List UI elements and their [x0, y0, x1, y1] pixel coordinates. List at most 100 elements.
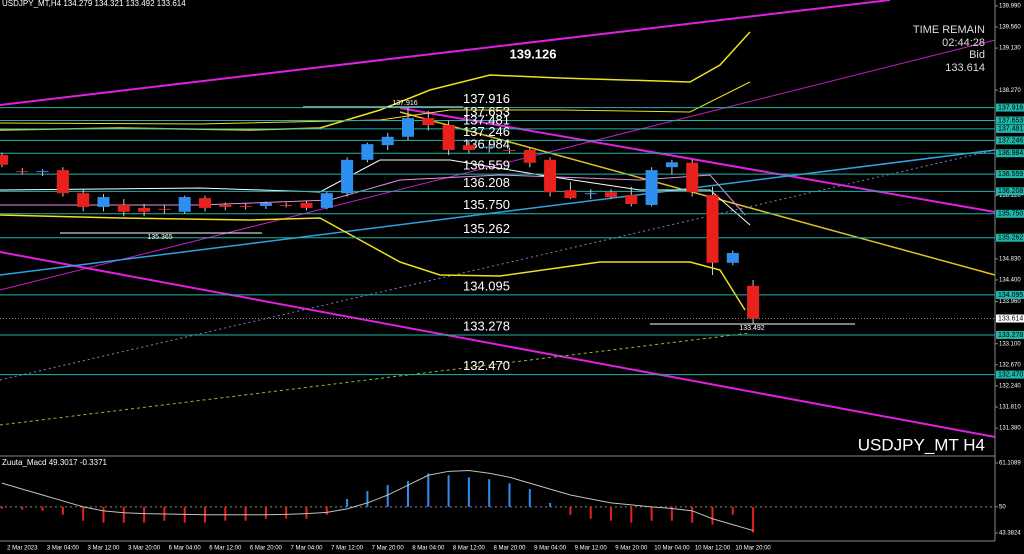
candle-body: [259, 202, 272, 206]
histogram-bar: [752, 506, 755, 533]
histogram-bar: [143, 506, 146, 523]
histogram-bar: [82, 506, 85, 521]
candle-body: [544, 159, 557, 193]
candle-body: [726, 252, 739, 263]
histogram-bar: [589, 506, 592, 519]
level-tag-label: 136.559: [998, 171, 1023, 178]
level-label: 134.095: [463, 278, 510, 293]
x-tick-label: 7 Mar 12:00: [331, 546, 364, 552]
y-tick-label: 132.670: [999, 362, 1021, 368]
level-tag: [996, 103, 1024, 112]
candle-body: [16, 171, 29, 173]
candle-body: [706, 195, 719, 263]
candle-body: [36, 171, 49, 173]
histogram-bar: [528, 489, 531, 507]
level-label: 136.208: [463, 175, 510, 190]
x-tick-label: 9 Mar 04:00: [534, 546, 567, 552]
level-tag: [996, 170, 1024, 179]
level-tag-label: 132.470: [998, 371, 1023, 378]
level-tag-label: 136.984: [998, 150, 1023, 157]
candle-body: [219, 204, 232, 207]
candle-body: [178, 197, 191, 212]
level-tag: [996, 290, 1024, 299]
x-tick-label: 8 Mar 20:00: [493, 546, 526, 552]
level-label: 137.481: [463, 112, 510, 127]
histogram-bar: [325, 506, 328, 515]
x-tick-label: 10 Mar 20:00: [735, 546, 771, 552]
candle-body: [584, 193, 597, 195]
level-label: 137.653: [463, 104, 510, 119]
x-tick-label: 3 Mar 04:00: [47, 546, 80, 552]
candle-body: [483, 146, 496, 148]
candle-body: [56, 170, 69, 194]
x-tick-label: 3 Mar 12:00: [87, 546, 120, 552]
candle-body: [341, 159, 354, 194]
level-label: 135.262: [463, 221, 510, 236]
candle-body: [199, 198, 211, 208]
y-tick-label: 133.100: [999, 341, 1021, 347]
histogram-bar: [427, 473, 430, 507]
x-tick-label: 7 Mar 04:00: [290, 546, 323, 552]
level-tag-label: 136.208: [998, 188, 1023, 195]
histogram-bar: [650, 506, 653, 521]
level-label: 132.470: [463, 358, 510, 373]
histogram-bar: [21, 506, 24, 510]
histogram-bar: [467, 477, 470, 507]
histogram-bar: [305, 506, 308, 519]
y-tick-label: 134.830: [999, 256, 1021, 262]
x-tick-label: 6 Mar 20:00: [250, 546, 283, 552]
candle-body: [117, 204, 130, 212]
level-tag: [996, 136, 1024, 145]
level-tag-label: 137.481: [998, 126, 1023, 133]
level-label: 133.278: [463, 318, 510, 333]
x-tick-label: 10 Mar 04:00: [654, 546, 690, 552]
histogram-bar: [264, 506, 267, 519]
candle-body: [564, 190, 577, 199]
bid: 133.614: [945, 62, 985, 74]
watermark: USDJPY_MT H4: [858, 435, 985, 454]
level-tag-label: 137.916: [998, 104, 1023, 111]
candle-body: [138, 207, 151, 212]
level-tag-label: 134.095: [998, 292, 1023, 299]
histogram-bar: [244, 506, 247, 521]
x-tick-label: 9 Mar 20:00: [615, 546, 648, 552]
y-tick-label: 138.270: [999, 88, 1021, 94]
x-tick-label: 6 Mar 12:00: [209, 546, 242, 552]
level-tag-label: 133.278: [998, 332, 1023, 339]
histogram-bar: [549, 502, 552, 507]
y-tick-label: 61.1089: [999, 461, 1021, 467]
histogram-bar: [569, 506, 572, 515]
histogram-bar: [488, 479, 491, 507]
candle-body: [77, 193, 90, 207]
signal-line: [1, 470, 754, 532]
histogram-bar: [386, 485, 389, 507]
histogram-bar: [691, 506, 694, 523]
y-tick-label: 132.240: [999, 383, 1021, 389]
level-tag-label: 137.246: [998, 137, 1023, 144]
level-tag: [996, 370, 1024, 379]
candle-body: [665, 162, 678, 168]
bid-label: Bid: [969, 49, 985, 61]
chart-title: USDJPY_MT,H4 134.279 134.321 133.492 133…: [2, 0, 186, 8]
price-tag-label: 133.614: [998, 315, 1023, 322]
y-tick-label: 133.960: [999, 299, 1021, 305]
level-label: 137.916: [463, 91, 510, 106]
y-tick-label: 43.3824: [999, 531, 1021, 537]
y-tick-label: 139.130: [999, 46, 1021, 52]
histogram-bar: [102, 506, 105, 523]
candle-body: [645, 170, 658, 205]
y-tick-label: 139.990: [999, 3, 1021, 9]
candle-body: [280, 204, 293, 206]
histogram-bar: [1, 506, 3, 509]
level-tag: [996, 116, 1024, 125]
histogram-bar: [731, 506, 734, 515]
level-tag-label: 135.262: [998, 235, 1023, 242]
candle-body: [747, 285, 760, 319]
annotation: 137.916: [392, 100, 417, 107]
histogram-bar: [508, 483, 511, 507]
candle-body: [361, 144, 374, 160]
candle-body: [686, 162, 699, 193]
histogram-bar: [41, 506, 44, 511]
level-label: 135.750: [463, 197, 510, 212]
histogram-bar: [670, 506, 673, 521]
